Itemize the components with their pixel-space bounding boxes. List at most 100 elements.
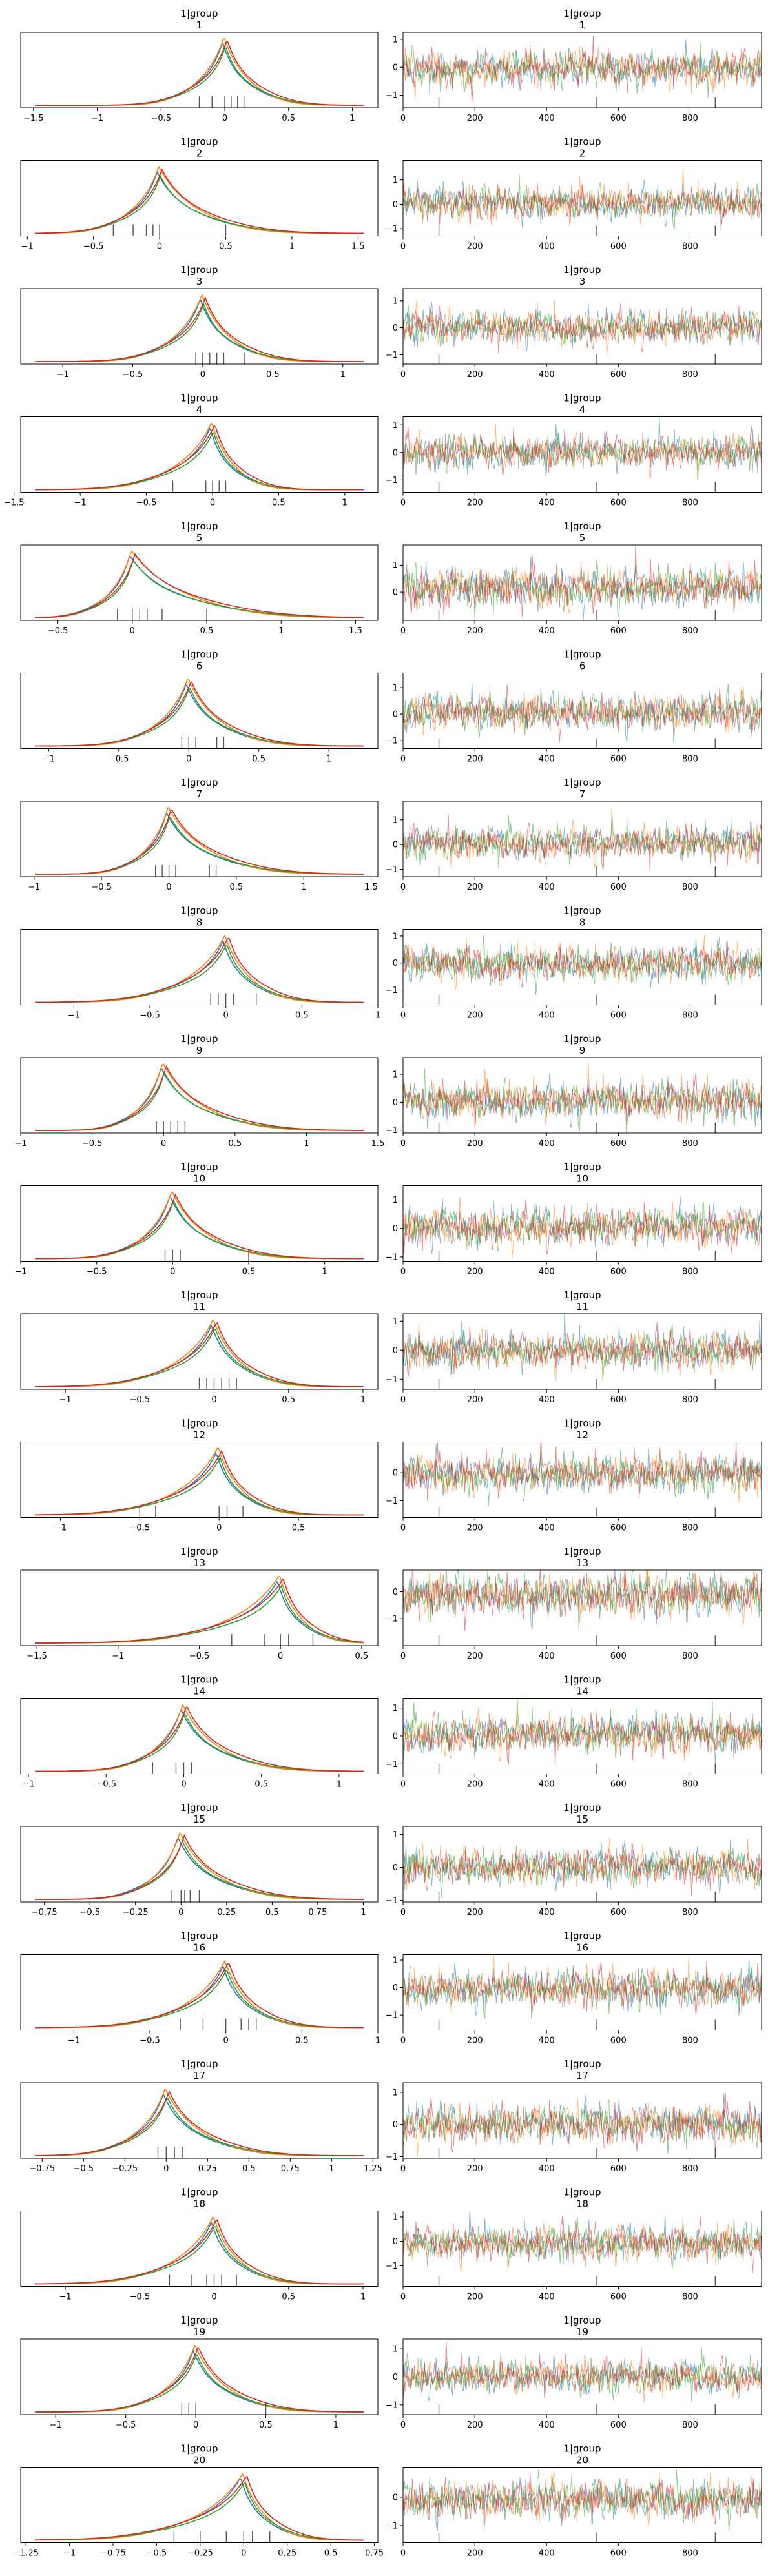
kde-title-line2: 8 xyxy=(196,917,203,928)
trace-x-tick-label: 200 xyxy=(467,1139,483,1149)
kde-x-tick-label: −0.5 xyxy=(140,1011,160,1021)
kde-x-tick-label: −1.5 xyxy=(4,498,25,508)
trace-title-line1: 1|group xyxy=(563,1802,601,1814)
kde-x-tick-label: 0.25 xyxy=(217,1908,236,1917)
kde-x-tick-label: 0 xyxy=(216,1524,222,1533)
trace-x-tick-label: 400 xyxy=(539,242,555,252)
kde-x-tick-label: 1 xyxy=(289,242,295,252)
trace-chain-4-line xyxy=(403,1570,762,1631)
trace-title-line2: 5 xyxy=(579,532,586,544)
trace-x-tick-label: 600 xyxy=(610,1267,627,1277)
trace-chain-3-line xyxy=(403,432,762,475)
trace-x-tick-label: 800 xyxy=(682,114,698,123)
trace-chain-3-line xyxy=(403,2348,762,2402)
trace-x-tick-label: 600 xyxy=(610,755,627,764)
trace-x-tick-label: 800 xyxy=(682,2164,698,2174)
kde-title-line2: 4 xyxy=(196,404,203,416)
kde-title-line1: 1|group xyxy=(180,8,218,19)
kde-x-tick-label: 0.5 xyxy=(295,1011,309,1021)
kde-x-tick-label: 0.5 xyxy=(265,1908,279,1917)
trace-lines xyxy=(403,1314,762,1382)
kde-x-tick-label: −0.5 xyxy=(150,114,171,123)
trace-chain-4-line xyxy=(403,814,762,872)
kde-title-line2: 2 xyxy=(196,148,203,159)
trace-x-tick-label: 600 xyxy=(610,242,627,252)
trace-x-tick-label: 0 xyxy=(400,2036,406,2046)
trace-chain-4-line xyxy=(403,1961,762,2015)
kde-x-tick-label: 0 xyxy=(178,1908,183,1917)
kde-axes-frame xyxy=(20,1954,379,2030)
trace-x-tick-label: 0 xyxy=(400,1267,406,1277)
trace-chain-4-line xyxy=(403,2215,762,2273)
kde-x-tick-label: 0 xyxy=(241,2549,246,2559)
kde-x-tick-label: 1 xyxy=(333,2420,338,2430)
trace-axes-frame xyxy=(402,1185,762,1262)
kde-x-tick-label: 0.25 xyxy=(278,2549,296,2559)
trace-chain-1-line xyxy=(403,2353,762,2399)
trace-x-tick-label: 400 xyxy=(539,2549,555,2559)
trace-y-tick-label: 0 xyxy=(393,1098,398,1108)
kde-title-line2: 7 xyxy=(196,788,203,800)
trace-x-tick-label: 400 xyxy=(539,1011,555,1021)
kde-title-line1: 1|group xyxy=(180,2187,218,2198)
trace-x-tick-label: 0 xyxy=(400,883,406,892)
trace-chain-1-line xyxy=(403,2476,762,2532)
trace-x-tick-label: 400 xyxy=(539,2036,555,2046)
trace-y-tick-label: −1 xyxy=(386,1896,398,1906)
trace-chain-4-line xyxy=(403,2091,762,2153)
trace-chain-4-line xyxy=(403,183,762,225)
kde-x-tick-label: 0 xyxy=(223,2036,229,2046)
kde-x-tick-label: −1 xyxy=(63,2549,76,2559)
kde-axes-frame xyxy=(20,416,379,493)
kde-x-tick-label: 0 xyxy=(181,1780,186,1790)
trace-y-tick-label: 0 xyxy=(393,2120,398,2130)
trace-title-line2: 19 xyxy=(576,2326,588,2338)
kde-title-line1: 1|group xyxy=(180,1418,218,1429)
trace-axes-frame xyxy=(402,801,762,877)
trace-y-tick-label: 1 xyxy=(393,2345,398,2355)
trace-x-tick-label: 200 xyxy=(467,1524,483,1533)
trace-axes-frame xyxy=(402,1313,762,1390)
trace-y-tick-label: 0 xyxy=(393,2373,398,2382)
kde-title-line1: 1|group xyxy=(180,1033,218,1045)
trace-chain-4-line xyxy=(403,546,762,617)
trace-y-tick-label: −1 xyxy=(386,1126,398,1136)
kde-x-tick-label: 0.5 xyxy=(242,1267,256,1277)
kde-x-tick-label: −0.5 xyxy=(83,242,104,252)
trace-axes-frame xyxy=(402,2467,762,2543)
trace-chain-4-line xyxy=(403,303,762,354)
trace-x-tick-label: 800 xyxy=(682,370,698,380)
trace-x-tick-label: 600 xyxy=(610,114,627,123)
kde-x-tick-label: −0.5 xyxy=(189,1651,210,1661)
kde-x-tick-label: 0.75 xyxy=(281,2164,300,2174)
trace-axes-frame xyxy=(402,416,762,493)
trace-axes-frame xyxy=(402,1442,762,1518)
trace-lines xyxy=(403,2340,762,2402)
trace-title-line1: 1|group xyxy=(563,2058,601,2070)
trace-x-tick-label: 800 xyxy=(682,498,698,508)
kde-x-tick-label: 1.25 xyxy=(364,2164,382,2174)
trace-x-tick-label: 0 xyxy=(400,1651,406,1661)
kde-x-tick-label: 1 xyxy=(326,755,331,764)
trace-title-line1: 1|group xyxy=(563,136,601,148)
trace-y-tick-label: 0 xyxy=(393,959,398,968)
trace-chain-4-line xyxy=(403,36,762,103)
kde-x-tick-label: −0.5 xyxy=(130,1524,150,1533)
kde-axes-frame xyxy=(20,1057,379,1134)
kde-title-line1: 1|group xyxy=(180,1289,218,1301)
kde-x-tick-label: 0 xyxy=(222,114,227,123)
kde-title-line1: 1|group xyxy=(180,1674,218,1686)
trace-x-tick-label: 200 xyxy=(467,114,483,123)
trace-chain-3-line xyxy=(403,174,762,230)
kde-x-tick-label: 0.5 xyxy=(259,2420,273,2430)
kde-axes-frame xyxy=(20,929,379,1005)
trace-lines xyxy=(403,2469,762,2532)
trace-x-tick-label: 600 xyxy=(610,1780,627,1790)
